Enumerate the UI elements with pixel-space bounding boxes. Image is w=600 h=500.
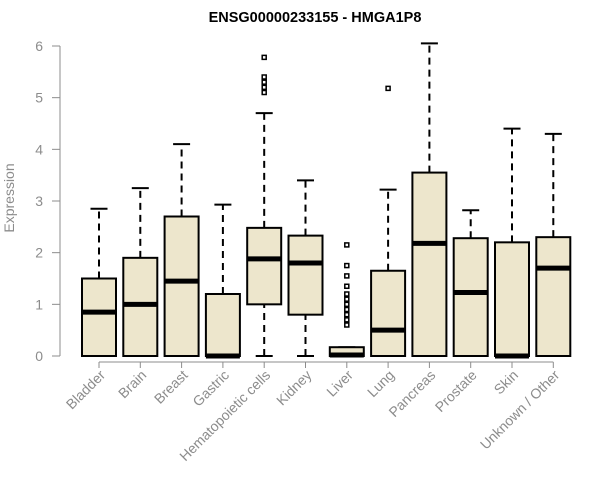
box-10 bbox=[452, 209, 489, 357]
x-tick-label-2: Brain bbox=[115, 367, 149, 401]
y-axis-label: Expression bbox=[1, 163, 17, 232]
boxes-group bbox=[81, 42, 572, 359]
y-axis: 0 1 2 3 4 5 6 bbox=[35, 38, 61, 364]
outlier-point bbox=[344, 296, 350, 302]
outlier-point bbox=[344, 273, 350, 279]
y-tick-label-4: 4 bbox=[35, 141, 43, 157]
y-tick-label-5: 5 bbox=[35, 90, 43, 106]
x-tick-label-1: Bladder bbox=[63, 367, 109, 413]
box-5 bbox=[246, 54, 283, 357]
box-rect bbox=[494, 241, 530, 357]
outlier-point bbox=[261, 89, 267, 96]
outlier-point bbox=[261, 74, 267, 80]
outlier-point bbox=[344, 283, 350, 289]
box-rect bbox=[370, 269, 407, 357]
box-2 bbox=[122, 187, 159, 358]
box-rect bbox=[81, 277, 117, 357]
x-tick-label-7: Liver bbox=[323, 367, 356, 400]
outlier-point bbox=[261, 54, 267, 61]
y-tick-label-6: 6 bbox=[35, 38, 43, 54]
outlier-point bbox=[344, 306, 350, 313]
outlier-point bbox=[344, 242, 350, 248]
y-tick-label-3: 3 bbox=[35, 193, 43, 209]
chart-title: ENSG00000233155 - HMGA1P8 bbox=[209, 10, 422, 26]
box-rect bbox=[287, 234, 324, 316]
outlier-point bbox=[344, 291, 350, 297]
outlier-point bbox=[344, 301, 350, 308]
box-6 bbox=[287, 179, 324, 357]
box-12 bbox=[535, 132, 572, 358]
x-tick-label-11: Skin bbox=[491, 367, 522, 398]
box-rect bbox=[452, 237, 489, 357]
outlier-point bbox=[261, 79, 267, 85]
x-tick-label-6: Kidney bbox=[273, 367, 315, 409]
box-8 bbox=[370, 85, 407, 357]
box-rect bbox=[204, 293, 241, 357]
box-1 bbox=[81, 207, 117, 357]
outlier-point bbox=[261, 84, 267, 91]
outlier-point bbox=[344, 317, 350, 323]
box-rect bbox=[163, 215, 200, 357]
box-rect bbox=[411, 171, 448, 357]
box-rect bbox=[246, 226, 283, 306]
box-rect bbox=[122, 256, 159, 358]
y-tick-label-2: 2 bbox=[35, 245, 43, 261]
box-11 bbox=[494, 127, 530, 359]
outlier-point bbox=[344, 311, 350, 318]
outlier-point bbox=[385, 85, 391, 92]
y-tick-label-1: 1 bbox=[35, 296, 43, 312]
outlier-point bbox=[344, 322, 350, 328]
x-tick-label-8: Lung bbox=[364, 367, 397, 400]
box-7 bbox=[328, 242, 365, 358]
box-9 bbox=[411, 42, 448, 357]
box-4 bbox=[204, 203, 241, 359]
box-rect bbox=[535, 236, 572, 358]
y-tick-label-0: 0 bbox=[35, 348, 43, 364]
x-tick-label-3: Breast bbox=[151, 367, 191, 407]
box-3 bbox=[163, 143, 200, 357]
outlier-point bbox=[344, 262, 350, 269]
x-tick-label-10: Prostate bbox=[432, 367, 480, 415]
